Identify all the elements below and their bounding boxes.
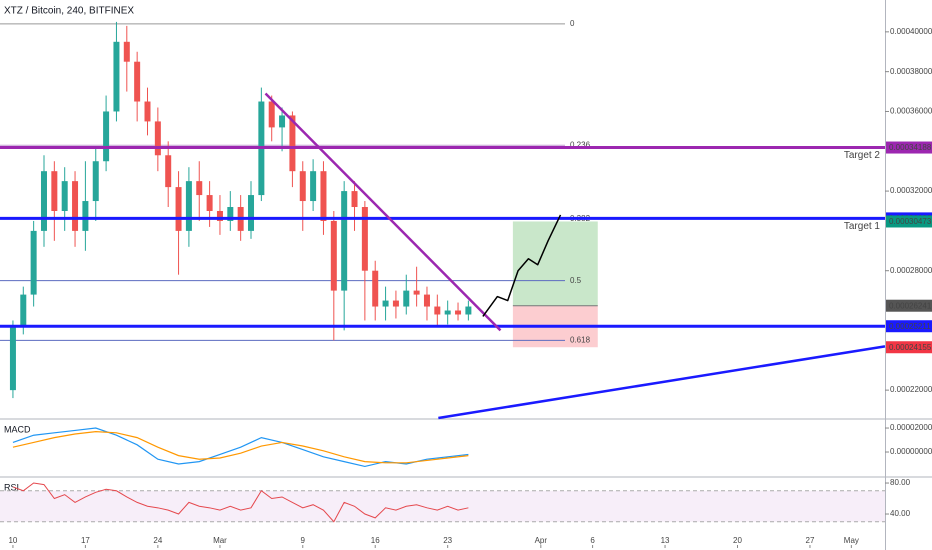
y-tick-label: 0.00028000 <box>890 266 932 275</box>
price-tag-label: 0.00024155 <box>889 343 932 352</box>
x-tick-label: May <box>844 536 859 545</box>
chart-title: XTZ / Bitcoin, 240, BITFINEX <box>4 6 134 17</box>
drawing <box>264 92 502 332</box>
rsi-label: RSI <box>4 482 19 492</box>
candle-body <box>361 207 368 271</box>
candle-body <box>382 300 389 307</box>
macd-label: MACD <box>4 424 31 434</box>
candle-body <box>196 181 203 196</box>
candle-body <box>392 300 399 307</box>
candle-body <box>165 155 172 188</box>
price-tag <box>886 320 932 333</box>
candle-body <box>341 191 348 291</box>
candle-body <box>40 171 47 231</box>
y-tick-label: 0.00022000 <box>890 385 932 394</box>
candle-body <box>248 195 255 231</box>
candle-body <box>434 306 441 315</box>
y-tick-label: 0.00036000 <box>890 107 932 116</box>
y-tick-label: 0.00040000 <box>890 27 932 36</box>
candle-body <box>423 294 430 307</box>
x-tick-label: 10 <box>8 536 17 545</box>
price-tag-label: 0.00025211 <box>889 322 931 331</box>
candle-body <box>61 181 68 211</box>
x-tick-label: Mar <box>213 536 227 545</box>
macd-tick-label: 0.00000000 <box>890 447 932 456</box>
candle-body <box>289 115 296 172</box>
candle-body <box>268 101 275 128</box>
fib-label: 0 <box>570 19 575 28</box>
x-tick-label: 24 <box>153 536 162 545</box>
candle-body <box>310 171 317 202</box>
macd-tick-label: 0.00002000 <box>890 423 932 432</box>
candle-body <box>299 171 306 202</box>
candle-body <box>216 210 223 221</box>
candle-body <box>372 270 379 307</box>
price-tag <box>886 341 932 354</box>
price-tag <box>886 215 932 228</box>
x-tick-label: 6 <box>590 536 595 545</box>
x-tick-label: 27 <box>806 536 815 545</box>
candle-body <box>403 290 410 307</box>
price-tag-label: 0.00034188 <box>889 143 932 152</box>
candle-body <box>92 161 99 202</box>
candle-body <box>465 306 472 315</box>
candle-body <box>455 310 462 315</box>
candle-body <box>351 191 358 208</box>
candle-body <box>320 171 327 221</box>
candle-body <box>123 41 130 62</box>
rsi-line <box>12 482 469 523</box>
candle-body <box>72 181 79 231</box>
x-tick-label: 13 <box>661 536 670 545</box>
position-profit <box>512 221 598 306</box>
candle-body <box>175 187 182 231</box>
fib-label: 0.5 <box>570 276 582 285</box>
candle-body <box>444 310 451 315</box>
x-tick-label: Apr <box>535 536 548 545</box>
drawing <box>438 345 886 420</box>
candle-body <box>51 171 58 211</box>
candle-body <box>30 230 37 295</box>
candle-body <box>9 326 16 391</box>
candle-body <box>413 290 420 295</box>
x-tick-label: 23 <box>443 536 452 545</box>
x-tick-label: 17 <box>81 536 90 545</box>
macd-line <box>12 431 469 464</box>
price-tag <box>886 141 932 154</box>
price-tag-label: 0.00026241 <box>889 301 932 310</box>
candle-body <box>20 294 27 327</box>
level-label: Target 1 <box>844 221 881 232</box>
rsi-tick-label: 80.00 <box>890 478 911 487</box>
candle-body <box>113 41 120 112</box>
x-tick-label: 9 <box>301 536 306 545</box>
candle-body <box>154 121 161 156</box>
drawing <box>482 214 562 317</box>
candle-body <box>227 207 234 221</box>
candle-body <box>185 181 192 231</box>
x-tick-label: 16 <box>371 536 380 545</box>
fib-label: 0.236 <box>570 140 591 149</box>
fib-label: 0.618 <box>570 335 591 344</box>
rsi-band <box>0 490 885 522</box>
y-tick-label: 0.00032000 <box>890 186 932 195</box>
rsi-tick-label: 40.00 <box>890 509 911 518</box>
candle-body <box>330 220 337 291</box>
candle-body <box>103 111 110 162</box>
level-label: Target 2 <box>844 150 881 161</box>
price-tag <box>886 299 932 312</box>
y-tick-label: 0.00038000 <box>890 67 932 76</box>
candle-body <box>82 201 89 231</box>
candle-body <box>144 101 151 122</box>
price-tag-label: 0.00030473 <box>889 217 932 226</box>
x-tick-label: 20 <box>733 536 742 545</box>
candle-body <box>279 115 286 128</box>
candle-body <box>134 61 141 102</box>
candle-body <box>206 195 213 211</box>
